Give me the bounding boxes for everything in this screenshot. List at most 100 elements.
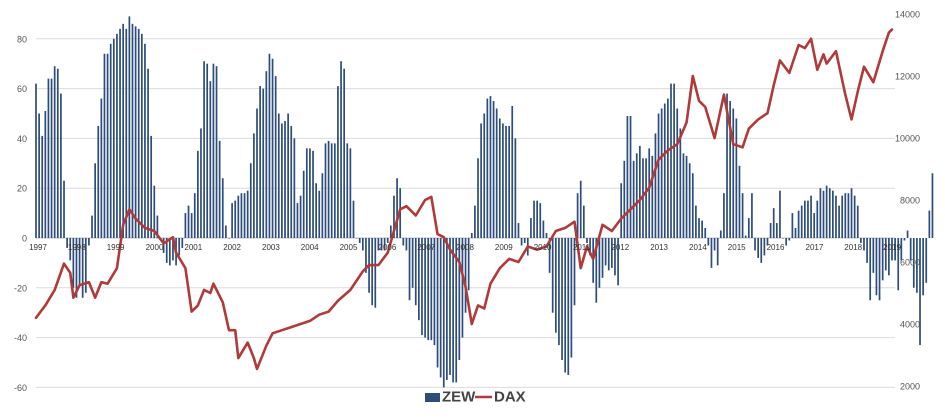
zew-bar (63, 180, 65, 238)
zew-bar (891, 238, 893, 261)
zew-bar (822, 190, 825, 238)
zew-bar (645, 158, 647, 238)
zew-bar (190, 213, 193, 238)
zew-bar (293, 138, 296, 238)
zew-bar (259, 86, 261, 238)
right-tick-label: 10000 (895, 134, 920, 144)
zew-bar (754, 238, 756, 251)
zew-bar (629, 115, 632, 238)
zew-bar (660, 108, 663, 239)
zew-bar (617, 238, 619, 286)
zew-bar (421, 238, 423, 336)
right-tick-label: 8000 (900, 196, 920, 206)
dax-line (34, 28, 894, 371)
zew-bar (648, 148, 651, 238)
zew-bar (931, 173, 934, 238)
zew-bar (869, 238, 872, 301)
zew-bar (523, 238, 526, 243)
zew-bar (452, 238, 454, 383)
zew-bar (274, 76, 277, 239)
zew-bar (601, 238, 604, 278)
x-tick-label: 2001 (184, 243, 202, 252)
zew-bar (315, 183, 317, 238)
zew-bar (144, 43, 146, 238)
zew-bar (847, 193, 850, 238)
legend-item-dax: DAX (475, 389, 526, 406)
zew-bar (109, 43, 112, 238)
zew-bar (165, 238, 168, 263)
x-tick-label: 2014 (689, 243, 707, 252)
zew-bar (884, 238, 887, 271)
zew-bar (234, 200, 237, 238)
grid-layer (36, 38, 895, 388)
zew-bar (209, 81, 212, 238)
zew-bar (44, 111, 47, 238)
zew-bar (343, 68, 346, 239)
zew-bar (691, 173, 694, 238)
zew-bar (168, 238, 171, 266)
right-tick-label: 14000 (895, 10, 920, 20)
x-tick-label: 2011 (573, 243, 591, 252)
legend-item-zew: ZEW (425, 389, 476, 406)
zew-bar (704, 228, 707, 238)
zew-bar (592, 238, 595, 283)
right-tick-label: 6000 (900, 258, 920, 268)
zew-bar (358, 238, 361, 243)
zew-bar (695, 205, 697, 238)
zew-bar (377, 238, 380, 251)
zew-bar (153, 185, 156, 238)
x-tick-label: 2000 (146, 243, 164, 252)
zew-bar (872, 238, 875, 273)
zew-bar (365, 238, 367, 273)
zew-bar (340, 61, 342, 239)
zew-bar (794, 228, 797, 238)
zew-bar (747, 218, 750, 238)
zew-bar (763, 238, 766, 256)
zew-bar (548, 238, 551, 273)
zew-bar (470, 233, 473, 238)
zew-bar (383, 238, 386, 251)
zew-bar (150, 135, 153, 238)
zew-bar (225, 225, 227, 238)
zew-bar (436, 238, 439, 368)
zew-bar (162, 238, 165, 253)
zew-bar (327, 140, 330, 238)
zew-bar (246, 190, 249, 238)
zew-bar (564, 238, 567, 373)
x-tick-label: 2012 (611, 243, 629, 252)
zew-bar (287, 113, 289, 238)
zew-bar (380, 238, 383, 251)
zew-bar (324, 143, 327, 238)
zew-bar (623, 160, 626, 238)
zew-bar (635, 153, 638, 238)
zew-bar (106, 53, 109, 238)
zew-bar (134, 26, 137, 238)
zew-bar (47, 78, 50, 238)
zew-bar (716, 238, 719, 266)
zew-bar (732, 108, 735, 239)
zew-bar (579, 180, 582, 238)
zew-bar (925, 238, 928, 283)
zew-bar (607, 238, 610, 271)
zew-bar (281, 123, 283, 238)
zew-bar (536, 200, 538, 238)
zew-bar (271, 58, 274, 238)
zew-bar (698, 218, 700, 238)
zew-bar (922, 238, 924, 296)
zew-bar (782, 238, 784, 239)
zew-bar (679, 128, 682, 238)
zew-bar (495, 108, 498, 239)
zew-bar (231, 203, 233, 238)
zew-bar (682, 153, 685, 238)
zew-bar (875, 238, 878, 296)
zew-bar (881, 238, 884, 281)
zew-bar (75, 238, 78, 298)
zew-bar (576, 193, 579, 238)
zew-bar (91, 215, 93, 238)
zew-bar (433, 238, 436, 346)
zew-bar (595, 238, 598, 303)
zew-bar (511, 106, 514, 238)
zew-bar (520, 238, 523, 246)
zew-bar (69, 238, 72, 261)
